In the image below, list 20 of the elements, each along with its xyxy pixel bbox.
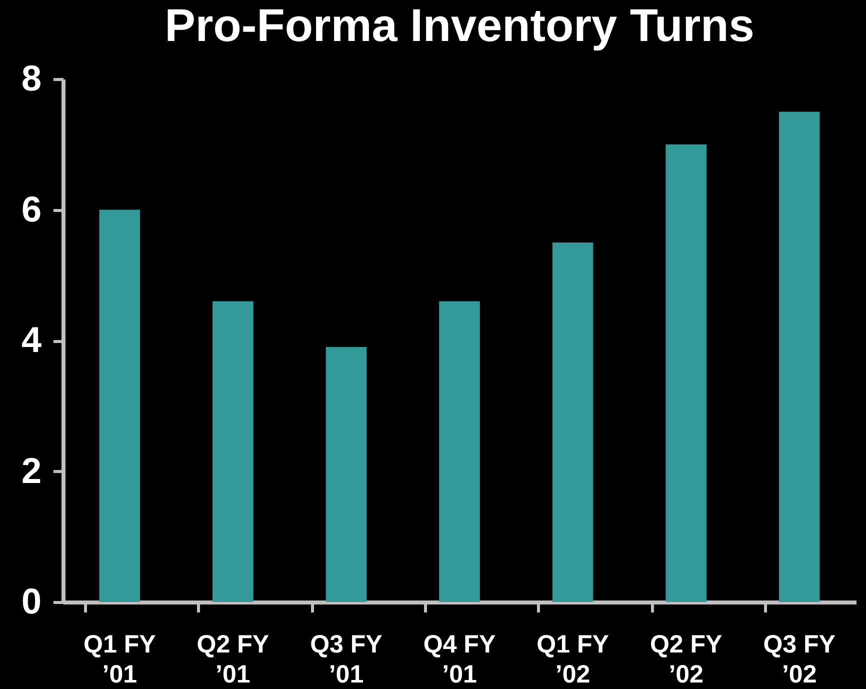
y-tick-label: 4 bbox=[21, 319, 42, 360]
bar bbox=[212, 301, 254, 602]
x-tick-label: Q2 FY ’02 bbox=[650, 630, 723, 688]
bar bbox=[552, 242, 594, 602]
y-tick-label: 6 bbox=[21, 188, 42, 230]
x-tick-label: Q3 FY ’02 bbox=[763, 630, 836, 688]
chart-title: Pro-Forma Inventory Turns bbox=[164, 0, 754, 51]
y-tick-label: 0 bbox=[21, 580, 42, 622]
x-tick-label: Q1 FY ’01 bbox=[84, 630, 156, 688]
x-tick-label: Q2 FY ’01 bbox=[196, 630, 270, 688]
x-tick-label: Q3 FY ’01 bbox=[310, 630, 383, 688]
bar bbox=[439, 301, 480, 602]
bar bbox=[99, 210, 140, 602]
bar bbox=[778, 112, 820, 602]
x-tick-label: Q4 FY ’01 bbox=[423, 630, 496, 688]
bar bbox=[326, 347, 367, 602]
y-tick-label: 8 bbox=[21, 58, 42, 98]
y-tick-label: 2 bbox=[21, 450, 42, 491]
bar bbox=[666, 144, 706, 602]
x-tick-label: Q1 FY ’02 bbox=[536, 630, 610, 688]
